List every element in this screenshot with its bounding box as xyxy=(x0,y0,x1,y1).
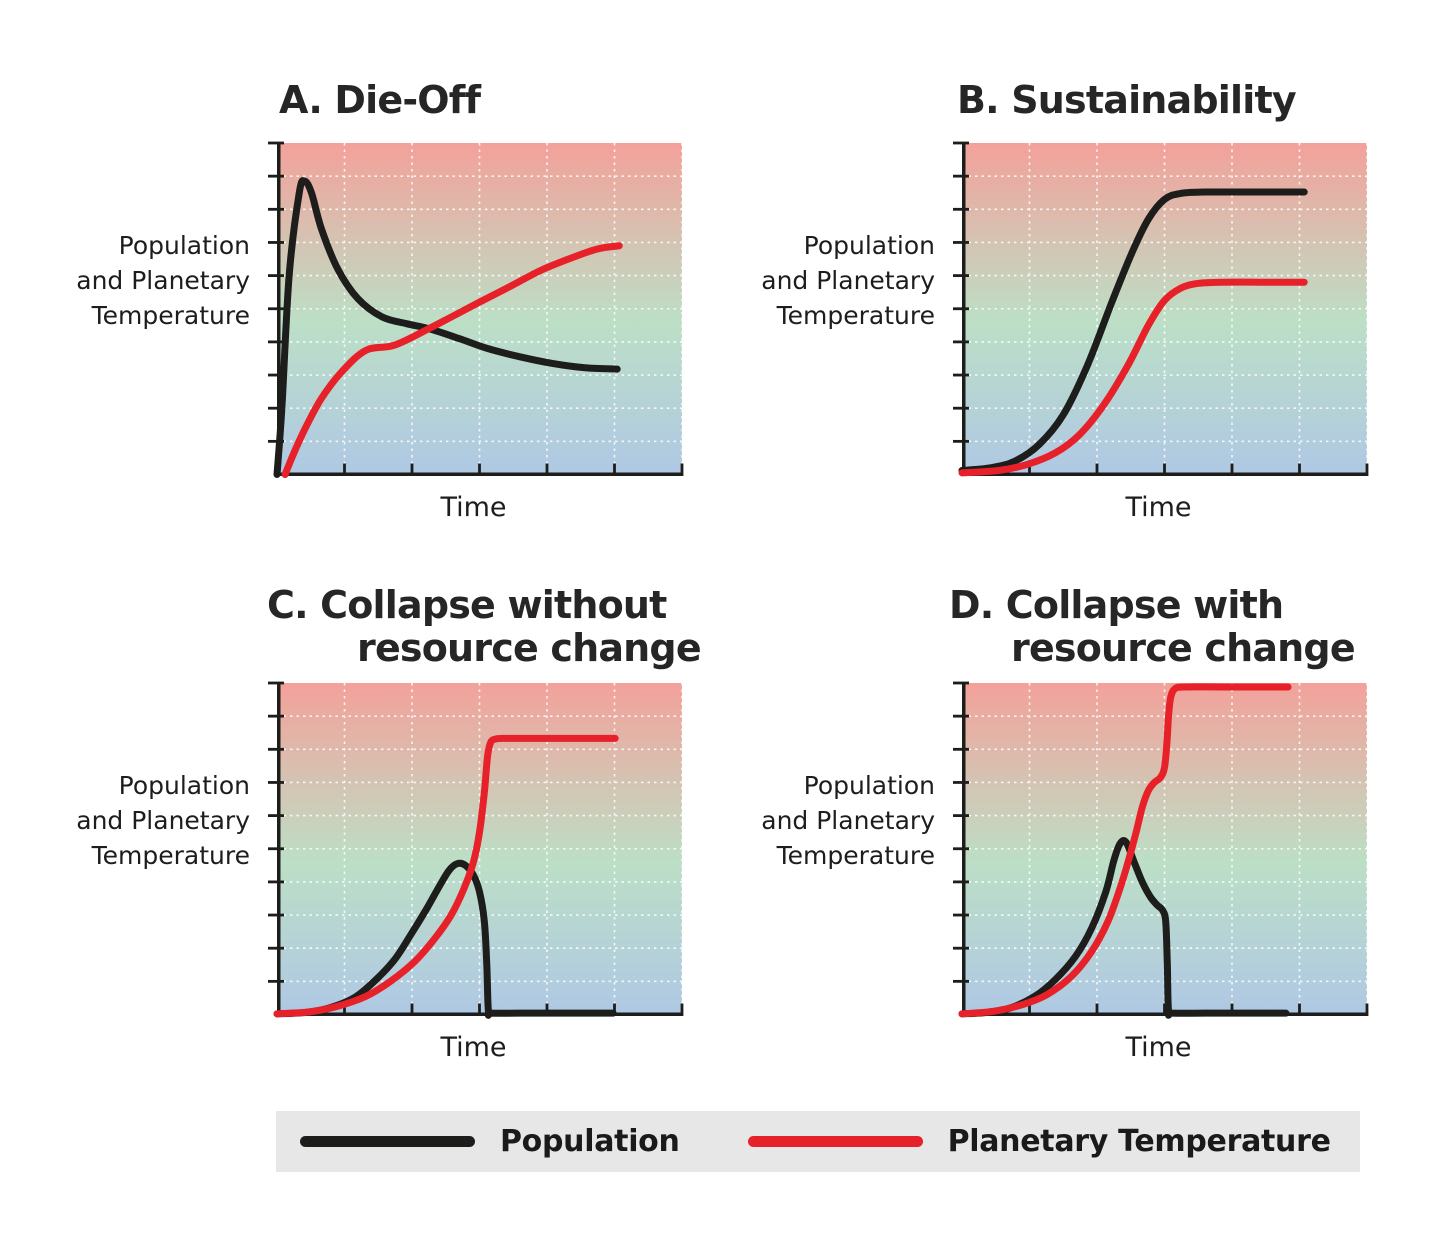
population-curve xyxy=(958,188,1308,475)
legend: Population Planetary Temperature xyxy=(276,1111,1360,1172)
y-axis-label-line: and Planetary xyxy=(761,806,935,835)
y-axis-label-line: Temperature xyxy=(776,841,935,870)
population-curve xyxy=(958,837,1290,1019)
gridlines xyxy=(277,683,683,1015)
panel-d-title-line2: resource change xyxy=(1011,626,1356,670)
y-axis-label-line: Temperature xyxy=(91,301,250,330)
y-axis-label-line: Temperature xyxy=(776,301,935,330)
axis-ticks xyxy=(953,141,1369,476)
panel-c-y-axis-label: Population and Planetary Temperature xyxy=(30,768,250,873)
population-curve xyxy=(273,859,617,1019)
y-axis-label-line: and Planetary xyxy=(761,266,935,295)
panel-b-plot xyxy=(953,141,1369,477)
panel-a-plot xyxy=(268,141,684,478)
panel-c-title-line2: resource change xyxy=(357,626,702,670)
temperature-curve xyxy=(958,278,1308,477)
panel-c-plot xyxy=(268,681,684,1019)
axis-ticks xyxy=(953,681,1369,1016)
panel-d-x-axis-label: Time xyxy=(1125,1032,1192,1063)
legend-label-population: Population xyxy=(500,1124,680,1159)
planetary-temperature-line-swatch xyxy=(747,1136,923,1147)
legend-label-planetary-temperature: Planetary Temperature xyxy=(947,1124,1331,1159)
y-axis-label-line: and Planetary xyxy=(76,806,250,835)
panel-d-plot xyxy=(953,681,1369,1019)
panel-d-title-line1: D. Collapse with xyxy=(949,583,1284,627)
panel-a-y-axis-label: Population and Planetary Temperature xyxy=(30,228,250,333)
y-axis-label-line: Population xyxy=(803,771,935,800)
temperature-curve xyxy=(281,242,623,478)
panel-d-y-axis-label: Population and Planetary Temperature xyxy=(715,768,935,873)
panel-b-x-axis-label: Time xyxy=(1125,492,1192,523)
population-curve xyxy=(273,177,621,478)
population-line-swatch xyxy=(300,1136,475,1147)
panel-b-title: B. Sustainability xyxy=(957,78,1297,122)
axis-ticks xyxy=(268,141,684,476)
panel-a-x-axis-label: Time xyxy=(440,492,507,523)
panel-b-y-axis-label: Population and Planetary Temperature xyxy=(715,228,935,333)
temperature-curve xyxy=(273,734,619,1018)
y-axis-label-line: and Planetary xyxy=(76,266,250,295)
temperature-curve xyxy=(958,683,1292,1018)
y-axis-label-line: Temperature xyxy=(91,841,250,870)
y-axis-label-line: Population xyxy=(803,231,935,260)
y-axis-label-line: Population xyxy=(118,231,250,260)
panel-c-x-axis-label: Time xyxy=(440,1032,507,1063)
panel-a-title: A. Die-Off xyxy=(279,78,481,122)
panel-c-title-line1: C. Collapse without xyxy=(267,583,667,627)
y-axis-label-line: Population xyxy=(118,771,250,800)
gridlines xyxy=(962,143,1368,475)
